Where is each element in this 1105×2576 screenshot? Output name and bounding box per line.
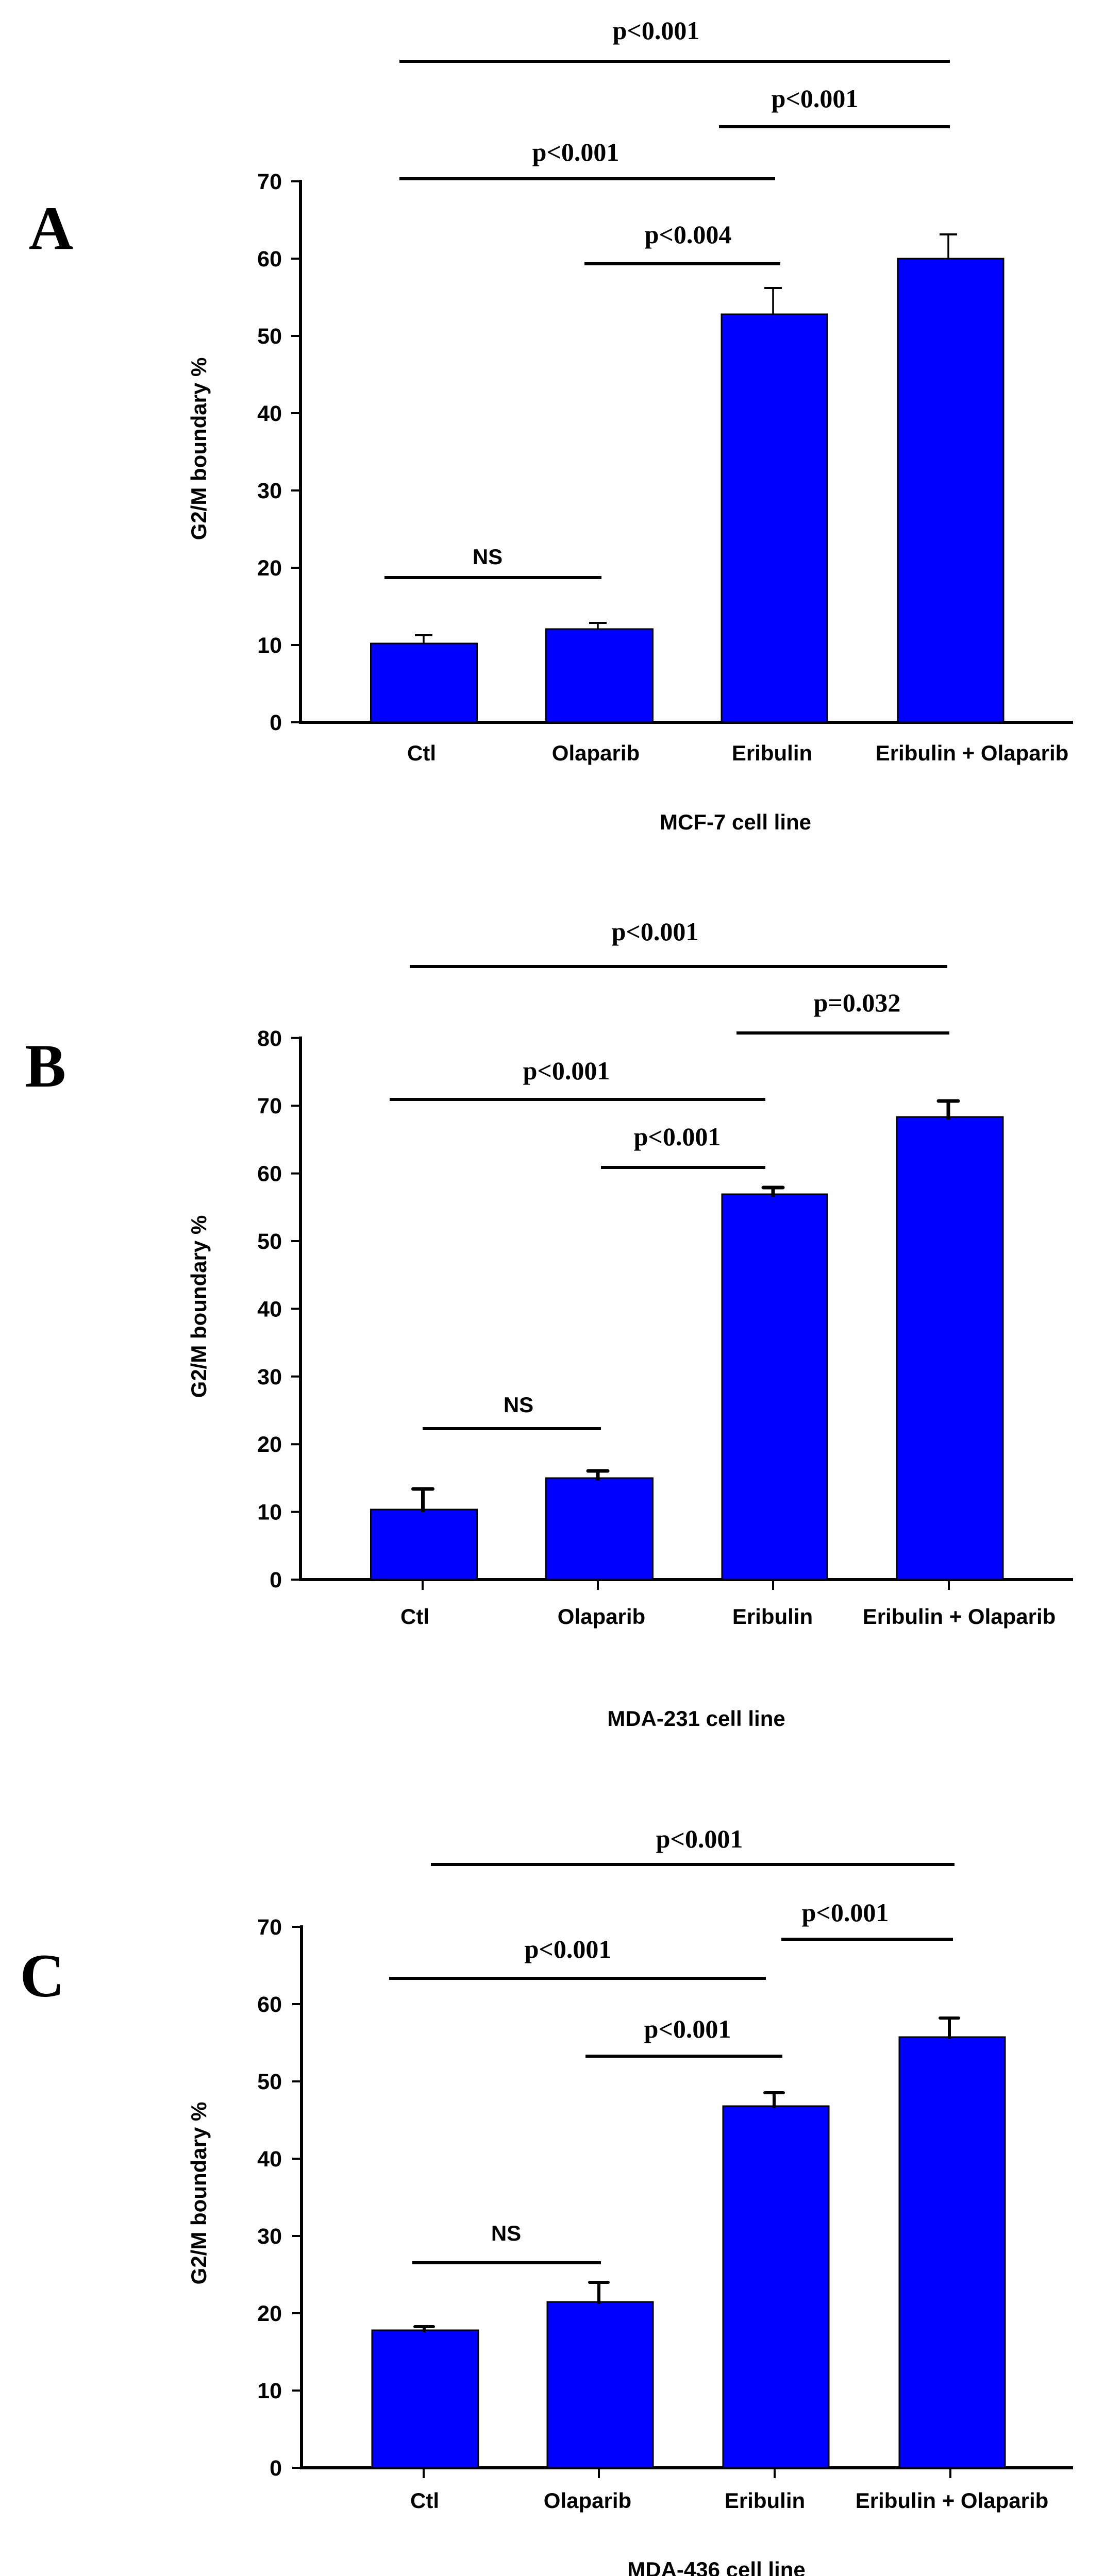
svg-text:p<0.001: p<0.001 — [613, 16, 700, 45]
svg-text:Eribulin: Eribulin — [732, 741, 812, 765]
svg-text:10: 10 — [257, 633, 282, 658]
svg-text:NS: NS — [491, 2221, 521, 2245]
svg-text:Ctl: Ctl — [407, 741, 436, 765]
svg-text:Eribulin + Olaparib: Eribulin + Olaparib — [876, 741, 1069, 765]
svg-text:p<0.001: p<0.001 — [523, 1056, 610, 1085]
svg-text:p<0.001: p<0.001 — [656, 1824, 743, 1853]
svg-text:50: 50 — [257, 324, 282, 349]
svg-text:B: B — [25, 1031, 66, 1100]
svg-text:0: 0 — [270, 1568, 282, 1592]
svg-text:Olaparib: Olaparib — [544, 2488, 631, 2513]
svg-text:30: 30 — [257, 2224, 282, 2249]
svg-text:50: 50 — [257, 2070, 282, 2094]
svg-text:MDA-436 cell line: MDA-436 cell line — [627, 2557, 805, 2576]
svg-text:20: 20 — [257, 556, 282, 581]
svg-text:10: 10 — [257, 2379, 282, 2403]
svg-text:G2/M boundary %: G2/M boundary % — [187, 2102, 211, 2285]
svg-text:p<0.001: p<0.001 — [612, 917, 699, 946]
svg-text:p<0.001: p<0.001 — [802, 1898, 889, 1927]
svg-text:Olaparib: Olaparib — [558, 1604, 645, 1629]
svg-text:70: 70 — [257, 1915, 282, 1940]
svg-text:50: 50 — [257, 1229, 282, 1254]
svg-text:MCF-7 cell line: MCF-7 cell line — [660, 810, 811, 834]
svg-text:Ctl: Ctl — [410, 2488, 439, 2513]
svg-text:C: C — [20, 1941, 65, 2010]
svg-text:Eribulin: Eribulin — [732, 1604, 813, 1629]
svg-text:NS: NS — [504, 1393, 533, 1417]
svg-text:p=0.032: p=0.032 — [814, 988, 901, 1017]
svg-text:Ctl: Ctl — [400, 1604, 429, 1629]
svg-text:NS: NS — [473, 545, 503, 569]
svg-text:p<0.001: p<0.001 — [634, 1122, 721, 1151]
svg-text:20: 20 — [257, 1432, 282, 1457]
svg-text:20: 20 — [257, 2301, 282, 2326]
svg-text:40: 40 — [257, 401, 282, 426]
svg-text:30: 30 — [257, 479, 282, 503]
svg-text:80: 80 — [257, 1026, 282, 1051]
svg-text:Olaparib: Olaparib — [552, 741, 640, 765]
svg-text:G2/M boundary %: G2/M boundary % — [187, 1215, 211, 1398]
svg-text:60: 60 — [257, 1162, 282, 1187]
svg-text:p<0.004: p<0.004 — [645, 220, 732, 249]
svg-text:G2/M boundary %: G2/M boundary % — [187, 358, 211, 540]
svg-text:60: 60 — [257, 247, 282, 272]
svg-text:p<0.001: p<0.001 — [525, 1935, 612, 1963]
svg-text:40: 40 — [257, 2147, 282, 2172]
svg-text:A: A — [29, 194, 74, 262]
svg-text:40: 40 — [257, 1297, 282, 1321]
svg-text:Eribulin + Olaparib: Eribulin + Olaparib — [856, 2488, 1049, 2513]
svg-text:0: 0 — [270, 710, 282, 735]
svg-text:10: 10 — [257, 1500, 282, 1525]
svg-text:70: 70 — [257, 170, 282, 194]
svg-text:0: 0 — [270, 2456, 282, 2481]
svg-text:Eribulin: Eribulin — [725, 2488, 805, 2513]
svg-text:60: 60 — [257, 1992, 282, 2017]
svg-text:p<0.001: p<0.001 — [644, 2014, 731, 2043]
svg-text:p<0.001: p<0.001 — [772, 84, 859, 113]
svg-text:p<0.001: p<0.001 — [532, 138, 620, 166]
svg-text:30: 30 — [257, 1365, 282, 1389]
svg-text:MDA-231 cell line: MDA-231 cell line — [607, 1706, 785, 1731]
svg-text:70: 70 — [257, 1094, 282, 1118]
svg-text:Eribulin + Olaparib: Eribulin + Olaparib — [863, 1604, 1056, 1629]
